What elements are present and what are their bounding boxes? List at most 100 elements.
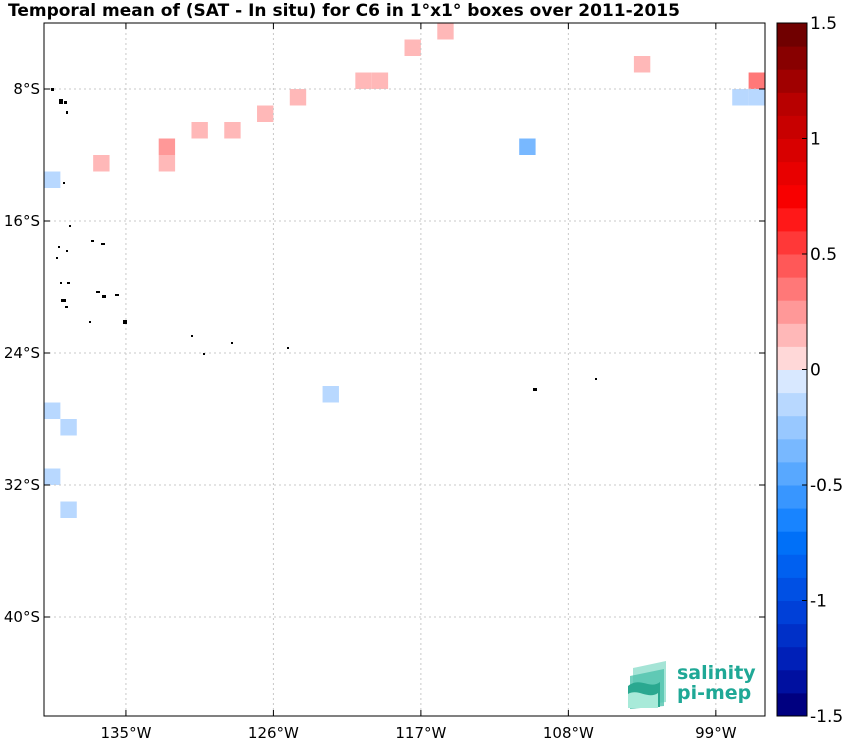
data-cell (44, 402, 61, 419)
island (64, 101, 67, 104)
colorbar-segment (777, 669, 807, 694)
colorbar-segments (777, 23, 807, 717)
colorbar-segment (777, 161, 807, 186)
x-tick-label: 117°W (395, 724, 446, 740)
island (91, 240, 94, 242)
data-cell (371, 72, 389, 89)
island (89, 321, 91, 323)
colorbar-segment (777, 300, 807, 324)
colorbar-tick-label: -1 (810, 592, 827, 612)
colorbar-segment (777, 369, 807, 394)
island (102, 295, 106, 298)
data-cell (322, 386, 339, 403)
colorbar-segment (777, 115, 807, 139)
island (533, 388, 537, 391)
island (58, 246, 60, 248)
data-cell (60, 419, 77, 436)
data-cell (44, 171, 61, 188)
island (63, 182, 65, 184)
data-cell (191, 122, 208, 139)
y-tick-label: 40°S (4, 608, 40, 626)
chart-title: Temporal mean of (SAT - In situ) for C6 … (8, 1, 680, 21)
data-cell (289, 89, 307, 106)
colorbar-segment (777, 323, 807, 347)
colorbar-segment (777, 69, 807, 93)
colorbar-segment (777, 392, 807, 417)
island (101, 243, 105, 245)
colorbar-segment (777, 277, 807, 301)
island (67, 282, 70, 284)
colorbar-segment (777, 692, 807, 717)
plot-frame (43, 22, 766, 717)
island (115, 294, 119, 296)
colorbar-tick-label: 0.5 (810, 245, 837, 265)
island (191, 335, 193, 337)
colorbar-segment (777, 92, 807, 116)
colorbar-segment (777, 554, 807, 578)
data-cell (158, 155, 176, 172)
colorbar-segment (777, 531, 807, 555)
colorbar-segment (777, 138, 807, 163)
data-cell (257, 105, 274, 122)
y-tick-label: 8°S (13, 80, 40, 98)
colorbar-segment (777, 184, 807, 209)
data-cell (519, 138, 536, 155)
island (287, 347, 289, 349)
island (123, 320, 127, 324)
island (65, 306, 68, 308)
colorbar-segment (777, 623, 807, 648)
colorbar-segment (777, 254, 807, 278)
colorbar-segment (777, 230, 807, 255)
logo-line-1: salinity (677, 662, 756, 684)
colorbar-segment (777, 438, 807, 463)
colorbar-segment (777, 46, 807, 70)
island (203, 353, 205, 355)
data-cell (633, 56, 651, 73)
y-axis-ticks: 8°S 16°S 24°S 32°S 40°S (4, 80, 765, 626)
colorbar-segment (777, 415, 807, 440)
data-cell (355, 72, 372, 89)
x-tick-label: 108°W (543, 724, 594, 740)
colorbar-segment (777, 485, 807, 509)
map-panel: 135°W 126°W 117°W 108°W 99°W 8°S 16°S 24°S 32°S… (4, 22, 766, 740)
colorbar-tick-label: -0.5 (810, 476, 843, 496)
y-tick-label: 32°S (4, 476, 40, 494)
colorbar-tick-label: 1.5 (810, 14, 837, 34)
island (66, 111, 68, 114)
x-tick-label: 126°W (248, 724, 299, 740)
data-cell (224, 122, 241, 139)
data-cell (748, 89, 765, 106)
salinity-pi-mep-logo: salinity pi-mep (628, 661, 756, 709)
wave-logo-icon (628, 661, 666, 709)
island (69, 225, 71, 227)
data-cells (44, 23, 765, 518)
colorbar-tick-label: 0 (810, 361, 821, 381)
data-cell (93, 155, 110, 172)
island (59, 99, 63, 104)
x-axis-ticks: 135°W 126°W 117°W 108°W 99°W (100, 23, 737, 740)
logo-line-2: pi-mep (677, 682, 751, 704)
data-cell (437, 23, 454, 40)
colorbar-tick-label: 1 (810, 130, 821, 150)
island (51, 88, 54, 91)
data-cell (60, 501, 77, 518)
colorbar-segment (777, 600, 807, 625)
data-cell (732, 89, 749, 106)
data-cell (158, 138, 176, 155)
colorbar-segment (777, 23, 807, 47)
island (595, 378, 597, 380)
colorbar-segment (777, 346, 807, 370)
island (60, 282, 62, 284)
colorbar-segment (777, 646, 807, 671)
data-cell (404, 39, 421, 56)
y-tick-label: 16°S (4, 212, 40, 230)
plot-area (44, 23, 765, 716)
colorbar-ticks: 1.5 1 0.5 0 -0.5 -1 -1.5 (802, 14, 843, 727)
colorbar-tick-label: -1.5 (810, 707, 843, 727)
colorbar-segment (777, 207, 807, 232)
grid-lines (44, 23, 765, 716)
x-tick-label: 99°W (695, 724, 737, 740)
island (96, 291, 100, 293)
island (66, 250, 68, 252)
